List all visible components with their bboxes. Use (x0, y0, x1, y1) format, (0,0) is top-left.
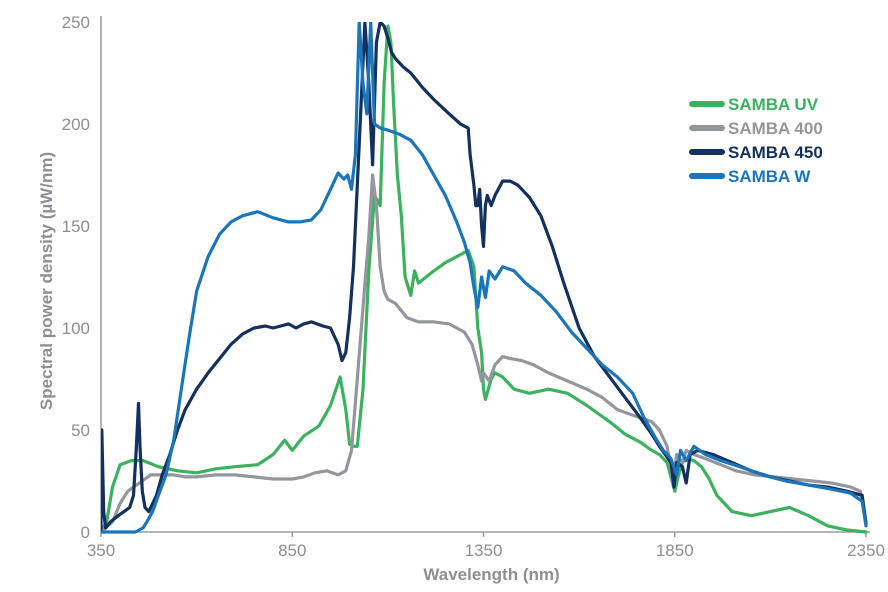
chart-axes (100, 16, 870, 533)
legend-label: SAMBA 450 (728, 143, 823, 162)
y-axis-title: Spectral power density (µW/nm) (37, 152, 56, 410)
series-line-samba-400 (101, 173, 868, 534)
legend-label: SAMBA UV (728, 95, 819, 114)
legend: SAMBA UV SAMBA 400 SAMBA 450 SAMBA W (689, 95, 823, 186)
y-tick-labels: 0 50 100 150 200 250 (62, 13, 90, 542)
y-tick-label: 50 (71, 421, 90, 440)
y-tick-label: 150 (62, 217, 90, 236)
x-axis-title: Wavelength (nm) (423, 565, 559, 584)
x-tick-label: 850 (278, 541, 306, 560)
series-line-samba-450 (101, 22, 868, 534)
x-tick-label: 1850 (656, 541, 694, 560)
y-tick-label: 250 (62, 13, 90, 32)
x-tick-label: 2350 (847, 541, 885, 560)
x-tick-labels: 350 850 1350 1850 2350 (87, 532, 885, 560)
y-tick-label: 100 (62, 319, 90, 338)
legend-label: SAMBA 400 (728, 119, 823, 138)
x-tick-label: 1350 (465, 541, 503, 560)
plot-area (101, 22, 868, 534)
y-tick-label: 0 (81, 523, 90, 542)
legend-label: SAMBA W (728, 167, 811, 186)
y-tick-label: 200 (62, 115, 90, 134)
series-line-samba-w (101, 22, 868, 534)
x-tick-label: 350 (87, 541, 115, 560)
